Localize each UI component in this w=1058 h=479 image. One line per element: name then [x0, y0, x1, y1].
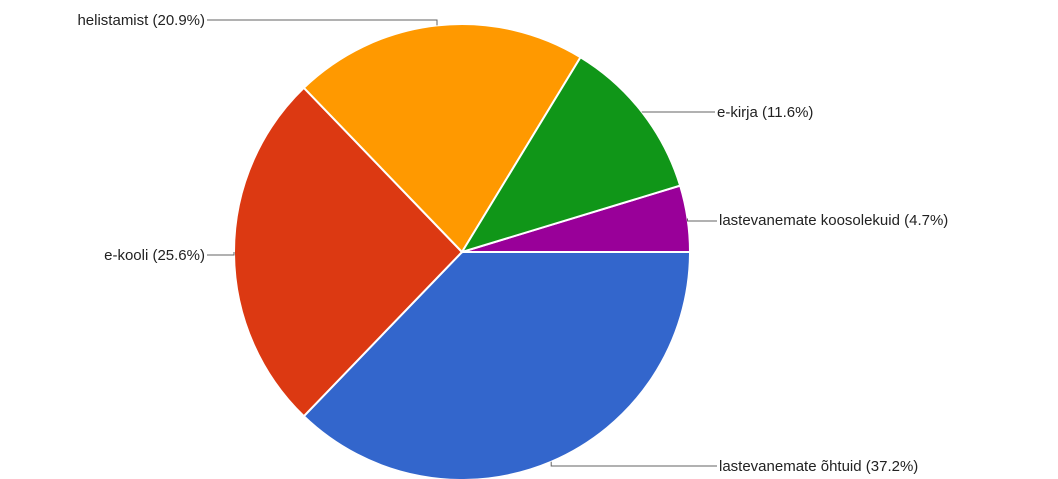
pie-slice-lastevanemate-htuid[interactable]	[302, 251, 692, 479]
label-lastevanemate-koosolekuid: lastevanemate koosolekuid (4.7%)	[719, 212, 948, 229]
leader-line-lastevanemate-koosolekuid	[687, 218, 717, 222]
leader-line-lastevanemate-htuid	[550, 461, 717, 467]
slice-labels: lastevanemate koosolekuid (4.7%) lasteva…	[77, 12, 948, 475]
leader-lines	[207, 19, 717, 467]
label-e-kirja: e-kirja (11.6%)	[717, 104, 813, 121]
label-lastevanemate-ohtuid: lastevanemate õhtuid (37.2%)	[719, 458, 918, 475]
leader-line-helistamist	[207, 19, 438, 26]
leader-line-e-kooli	[207, 252, 235, 256]
label-e-kooli: e-kooli (25.6%)	[104, 247, 205, 264]
pie-slices	[233, 22, 692, 479]
label-helistamist: helistamist (20.9%)	[77, 12, 205, 29]
